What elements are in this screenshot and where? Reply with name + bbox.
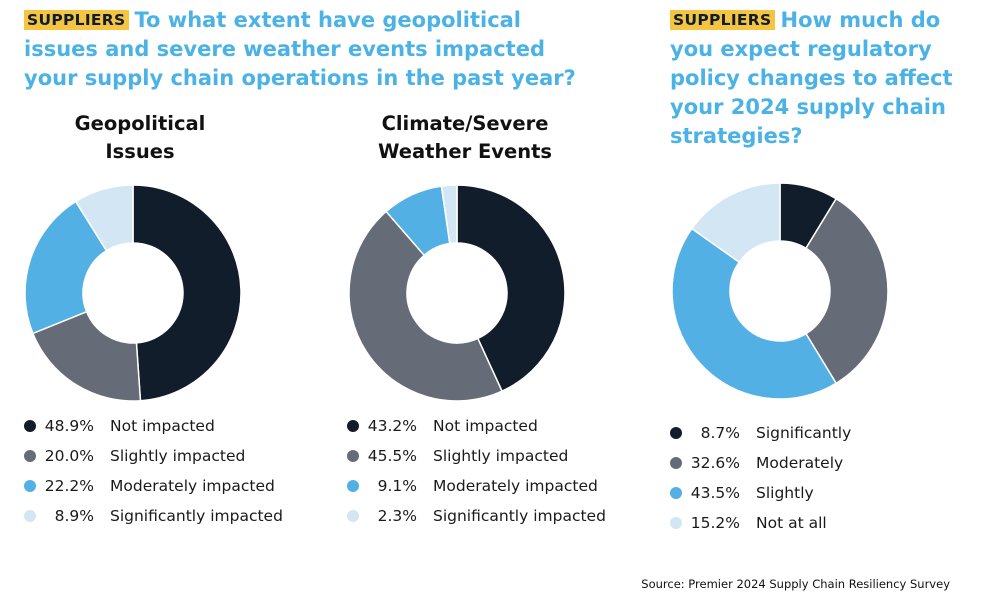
chart-title-line-1: Geopolitical [74,112,206,135]
left-question-line-2: issues and severe weather events impacte… [24,37,545,61]
legend-label: Moderately [756,454,844,472]
right-question-line-4: your 2024 supply chain [670,95,946,119]
donut-slice-significantly-impacted [74,184,134,252]
legend-label: Slightly impacted [110,447,246,465]
right-question-header: SUPPLIERS How much do you expect regulato… [670,6,990,151]
legend-regulatory: 8.7% Significantly 32.6% Moderately 43.5% Sli… [670,422,950,542]
legend-label: Significantly impacted [110,507,283,525]
legend-swatch [347,420,359,432]
chart-title-climate: Climate/Severe Weather Events [350,110,580,166]
donut-slice-not-impacted [456,184,566,393]
legend-item: 22.2% Moderately impacted [24,475,275,497]
suppliers-badge: SUPPLIERS [670,10,775,30]
chart-title-line-1: Climate/Severe [381,112,549,135]
source-note: Source: Premier 2024 Supply Chain Resili… [641,577,950,591]
legend-value: 8.7% [700,424,740,442]
legend-value: 43.2% [367,417,417,435]
legend-value: 15.2% [690,514,740,532]
right-question-line-1: How much do [780,8,941,32]
legend-value: 32.6% [690,454,740,472]
right-question-line-2: you expect regulatory [670,37,932,61]
donut-slice-significantly-impacted [440,184,458,245]
legend-label: Moderately impacted [110,477,275,495]
left-question-line-1: To what extent have geopolitical [134,8,522,32]
legend-swatch [24,480,36,492]
legend-item: 32.6% Moderately [670,452,843,474]
legend-item: 15.2% Not at all [670,512,827,534]
left-question-header: SUPPLIERS To what extent have geopolitica… [24,6,624,93]
legend-label: Not at all [756,514,827,532]
legend-value: 9.1% [377,477,417,495]
suppliers-badge: SUPPLIERS [24,10,129,30]
legend-item: 8.9% Significantly impacted [24,505,283,527]
legend-value: 45.5% [367,447,417,465]
legend-geopolitical: 48.9% Not impacted 20.0% Slightly impacted 2… [24,415,304,535]
donut-slice-not-at-all [690,182,781,264]
donut-chart-climate [348,184,566,402]
donut-chart-regulatory [671,182,889,400]
left-question-line-3: your supply chain operations in the past… [24,66,576,90]
legend-value: 48.9% [44,417,94,435]
legend-label: Not impacted [110,417,215,435]
legend-label: Significantly [756,424,852,442]
donut-chart-geopolitical [24,184,242,402]
legend-label: Significantly impacted [433,507,606,525]
right-question-line-5: strategies? [670,124,803,148]
legend-item: 48.9% Not impacted [24,415,215,437]
legend-swatch [24,510,36,522]
legend-label: Slightly impacted [433,447,569,465]
legend-item: 45.5% Slightly impacted [347,445,568,467]
donut-slice-not-impacted [132,184,242,402]
legend-swatch [670,427,682,439]
legend-label: Not impacted [433,417,538,435]
legend-swatch [347,450,359,462]
legend-swatch [347,510,359,522]
legend-item: 43.2% Not impacted [347,415,538,437]
right-question-line-3: policy changes to affect [670,66,953,90]
legend-value: 20.0% [44,447,94,465]
legend-item: 20.0% Slightly impacted [24,445,245,467]
legend-item: 2.3% Significantly impacted [347,505,606,527]
donut-slice-slightly-impacted [348,210,504,402]
legend-swatch [347,480,359,492]
legend-label: Slightly [756,484,814,502]
donut-slice-moderately [804,197,889,385]
chart-title-line-2: Weather Events [377,140,553,163]
legend-value: 22.2% [44,477,94,495]
legend-item: 8.7% Significantly [670,422,851,444]
legend-swatch [670,457,682,469]
legend-climate: 43.2% Not impacted 45.5% Slightly impacted 9… [347,415,627,535]
legend-swatch [670,487,682,499]
legend-value: 43.5% [690,484,740,502]
legend-value: 2.3% [377,507,417,525]
chart-title-geopolitical: Geopolitical Issues [40,110,240,166]
legend-label: Moderately impacted [433,477,598,495]
donut-slice-moderately-impacted [24,200,108,335]
donut-slice-slightly [671,227,838,400]
legend-swatch [24,450,36,462]
legend-item: 9.1% Moderately impacted [347,475,598,497]
legend-swatch [24,420,36,432]
donut-slice-slightly-impacted [31,310,142,402]
legend-value: 8.9% [54,507,94,525]
legend-item: 43.5% Slightly [670,482,814,504]
legend-swatch [670,517,682,529]
chart-title-line-2: Issues [105,140,175,163]
